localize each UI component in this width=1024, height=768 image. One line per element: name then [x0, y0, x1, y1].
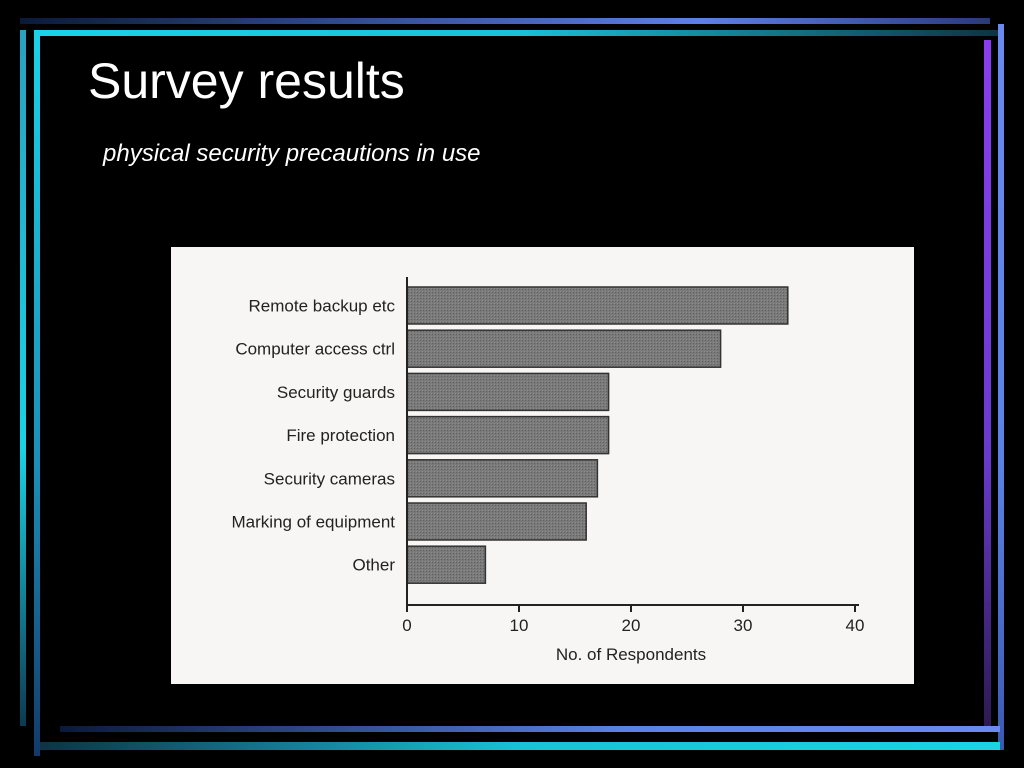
bottom-border-cyan-line [40, 742, 1000, 750]
bar-security-cameras [406, 459, 599, 498]
x-ticks-layer: 0 10 20 30 40 [402, 605, 864, 635]
bar-fire-protection [406, 415, 610, 455]
bar-remote-backup-etc [406, 286, 789, 325]
x-axis-label: No. of Respondents [556, 645, 706, 664]
bottom-border-blue-line [60, 726, 1000, 732]
top-border-dark-line [20, 18, 990, 24]
x-tick-label: 0 [402, 616, 411, 635]
left-border-outer-line [20, 30, 26, 726]
category-label: Marking of equipment [232, 513, 396, 532]
left-border-inner-line [34, 30, 40, 756]
right-border-purple-line [984, 40, 991, 730]
category-label: Other [352, 556, 395, 575]
chart-panel: Remote backup etc Computer access ctrl Sec… [171, 247, 914, 684]
category-labels-layer: Remote backup etc Computer access ctrl Sec… [232, 297, 396, 575]
category-label: Security cameras [264, 469, 395, 488]
right-border-blue-line [998, 24, 1004, 750]
slide-title: Survey results [88, 53, 405, 109]
category-label: Security guards [277, 383, 395, 402]
top-border-cyan-line [34, 30, 999, 36]
bars-layer [406, 286, 789, 584]
bar-other [406, 545, 487, 584]
category-label: Remote backup etc [249, 297, 396, 316]
x-tick-label: 30 [734, 616, 753, 635]
bar-chart: Remote backup etc Computer access ctrl Sec… [232, 277, 864, 664]
category-label: Fire protection [286, 426, 395, 445]
bar-marking-of-equipment [406, 502, 587, 541]
slide-subtitle: physical security precautions in use [103, 140, 481, 167]
x-tick-label: 20 [622, 616, 641, 635]
bar-security-guards [406, 372, 610, 412]
category-label: Computer access ctrl [235, 340, 395, 359]
bar-computer-access-ctrl [406, 329, 722, 368]
x-tick-label: 40 [846, 616, 865, 635]
x-tick-label: 10 [510, 616, 529, 635]
